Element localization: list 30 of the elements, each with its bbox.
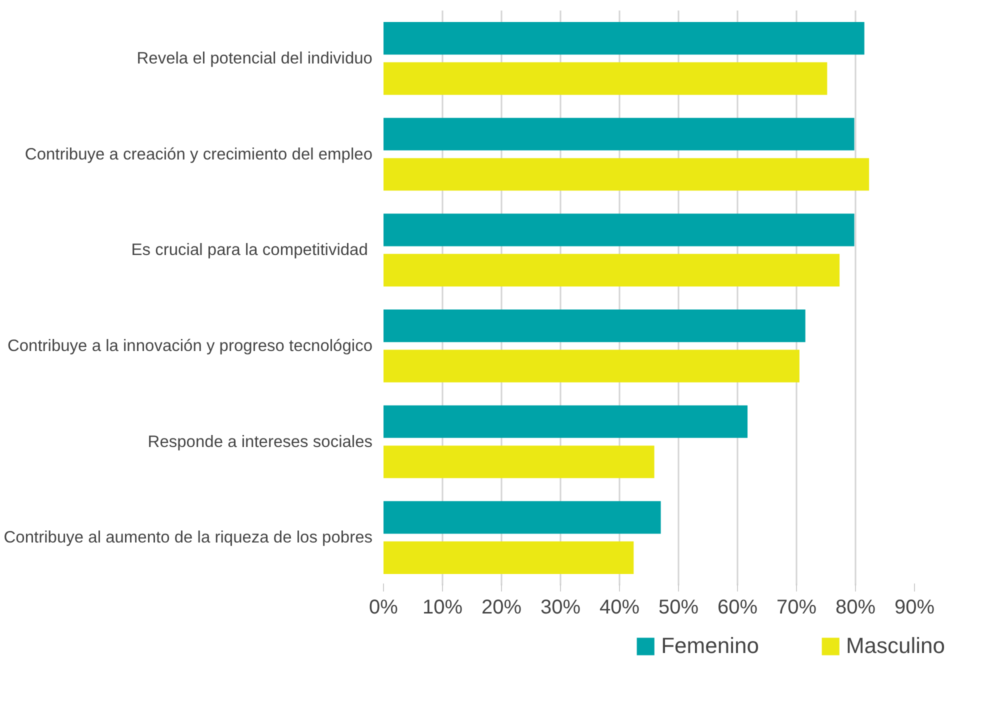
bar: [384, 541, 634, 574]
bar: [384, 158, 870, 191]
x-tick-label: 30%: [540, 596, 581, 618]
bar: [384, 118, 854, 150]
y-tick-label: Contribuye a creación y crecimiento del empleo: [24, 145, 373, 164]
y-tick-label: Es crucial para la competitividad: [131, 241, 368, 260]
x-tick-label: 80%: [835, 596, 876, 618]
x-tick-label: 50%: [658, 596, 699, 618]
x-tick-label: 20%: [481, 596, 522, 618]
x-tick-label: 70%: [776, 596, 817, 618]
bar: [384, 446, 654, 478]
y-tick-label: Contribuye a la innovación y progreso tecnológico: [7, 336, 373, 355]
bar: [384, 350, 800, 382]
bar: [384, 310, 806, 342]
y-tick-label: Revela el potencial del individuo: [136, 49, 373, 68]
bar: [384, 22, 864, 55]
bar: [384, 214, 854, 246]
bar: [384, 405, 748, 438]
x-tick-label: 40%: [599, 596, 640, 618]
bar: [384, 254, 840, 286]
bar: [384, 62, 828, 95]
x-tick-label: 60%: [717, 596, 758, 618]
bar: [384, 501, 661, 534]
x-tick-label: 10%: [422, 596, 463, 618]
x-tick-label: 90%: [894, 596, 935, 618]
legend-label: Femenino: [661, 633, 759, 659]
y-tick-label: Contribuye al aumento de la riqueza de los pobres: [4, 528, 373, 547]
x-tick-label: 0%: [369, 596, 398, 618]
legend-label: Masculino: [846, 633, 945, 659]
y-tick-label: Responde a intereses sociales: [148, 432, 373, 451]
